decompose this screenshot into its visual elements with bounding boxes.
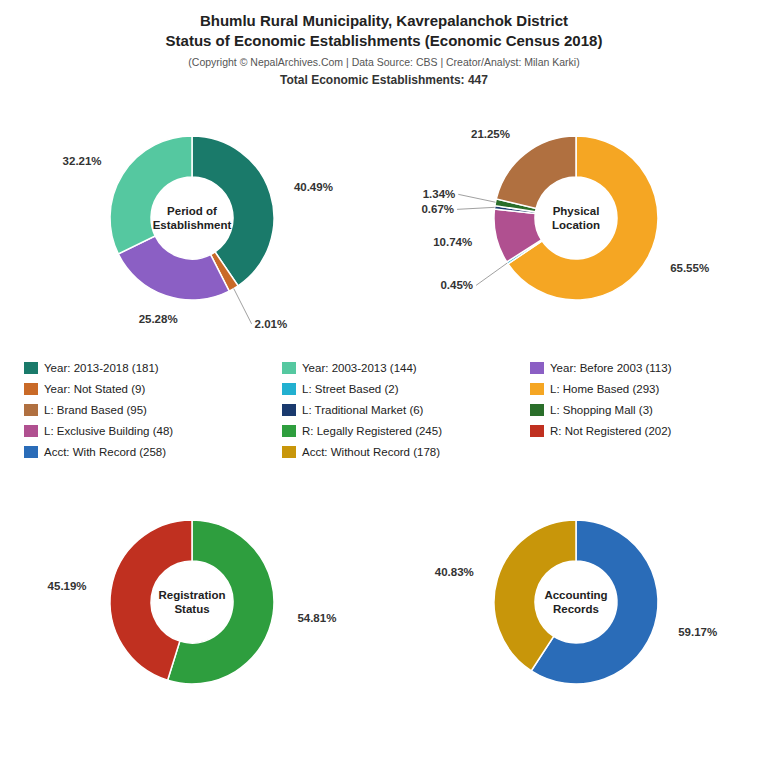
data-label: 10.74% [433,236,472,248]
legend: Year: 2013-2018 (181) Year: 2003-2013 (14… [24,362,672,458]
page: {"title": "Bhumlu Rural Municipality, Ka… [0,0,768,768]
center-label: Period of Establishment [153,205,232,231]
legend-swatch [282,383,296,395]
chart-root: Bhumlu Rural Municipality, Kavrepalancho… [0,0,768,768]
center-label: Registration Status [158,589,225,615]
leader-line [234,289,252,324]
center-label-line: Period of [167,205,217,217]
legend-entry: L: Brand Based (95) [44,404,147,416]
legend-entry: Year: Before 2003 (113) [550,362,672,374]
legend-swatch [24,383,38,395]
data-label: 59.17% [678,626,717,638]
data-label: 0.67% [421,203,454,215]
legend-swatch [24,404,38,416]
slice [110,136,192,254]
center-label: Accounting Records [544,589,607,615]
center-label: Physical Location [552,205,600,231]
data-label: 2.01% [255,318,288,330]
legend-entry: L: Street Based (2) [302,383,399,395]
center-label-line: Location [552,219,600,231]
data-label: 40.83% [435,566,474,578]
donut-chart: 54.81% 45.19% Registration Status [48,520,337,684]
data-label: 65.55% [670,262,709,274]
donut-chart: 59.17% 40.83% Accounting Records [435,520,717,684]
legend-swatch [24,362,38,374]
legend-swatch [530,362,544,374]
data-label: 32.21% [63,155,102,167]
center-label-line: Records [553,603,599,615]
data-label: 54.81% [297,612,336,624]
center-label-line: Establishment [153,219,232,231]
legend-entry: R: Legally Registered (245) [302,425,442,437]
legend-entry: Acct: With Record (258) [44,446,166,458]
leader-line [458,194,495,202]
legend-entry: Year: 2003-2013 (144) [302,362,417,374]
legend-entry: R: Not Registered (202) [550,425,672,437]
data-label: 1.34% [423,188,456,200]
legend-swatch [282,425,296,437]
donut-chart: 65.55% 0.45% 10.74% 0.67% 1.34% 21.25% Physica… [421,128,709,300]
legend-swatch [530,404,544,416]
data-label: 45.19% [48,580,87,592]
leader-line [457,207,495,209]
legend-entry: L: Traditional Market (6) [302,404,424,416]
title: Bhumlu Rural Municipality, Kavrepalancho… [166,12,603,49]
legend-swatch [24,446,38,458]
annotation: Total Economic Establishments: 447 [280,73,488,87]
legend-swatch [282,404,296,416]
subtitle: (Copyright © NepalArchives.Com | Data So… [188,56,579,68]
legend-swatch [530,425,544,437]
legend-swatch [282,362,296,374]
legend-entry: Year: 2013-2018 (181) [44,362,159,374]
center-label-line: Physical [553,205,600,217]
donut-chart: 40.49% 2.01% 25.28% 32.21% Period of Establis… [63,136,333,330]
legend-entry: Year: Not Stated (9) [44,383,145,395]
title-line: Bhumlu Rural Municipality, Kavrepalancho… [200,12,568,29]
leader-line [476,263,507,285]
slice [496,136,576,208]
legend-swatch [282,446,296,458]
title-line: Status of Economic Establishments (Econo… [166,32,603,49]
legend-entry: L: Home Based (293) [550,383,659,395]
background [0,0,768,768]
data-label: 40.49% [294,181,333,193]
center-label-line: Accounting [544,589,607,601]
legend-entry: L: Shopping Mall (3) [550,404,653,416]
data-label: 0.45% [440,279,473,291]
center-label-line: Registration [158,589,225,601]
data-label: 21.25% [471,128,510,140]
legend-swatch [530,383,544,395]
legend-entry: Acct: Without Record (178) [302,446,440,458]
legend-swatch [24,425,38,437]
center-label-line: Status [174,603,209,615]
slice [494,209,541,262]
data-label: 25.28% [139,313,178,325]
legend-entry: L: Exclusive Building (48) [44,425,173,437]
